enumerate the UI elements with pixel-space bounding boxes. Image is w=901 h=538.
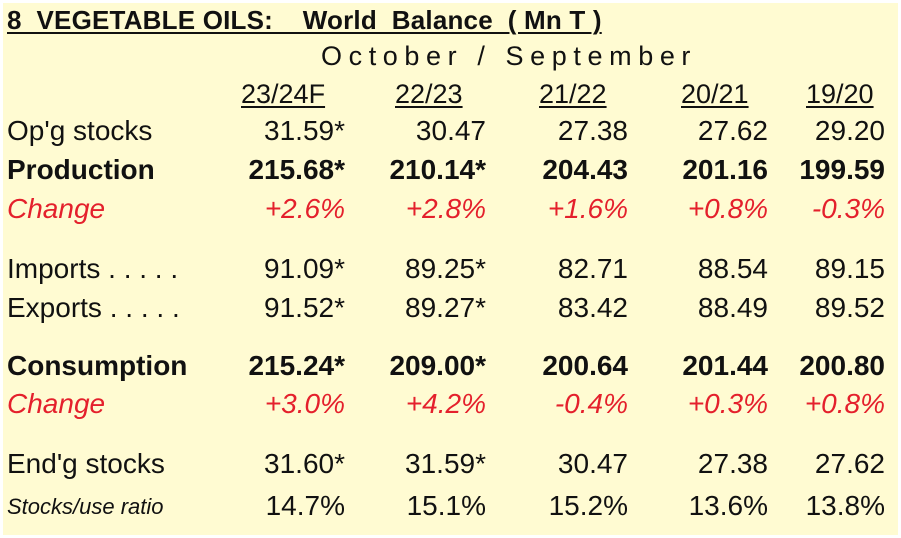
period-label: October / September [321, 41, 698, 71]
row-label-exports: Exports . . . . . [7, 292, 180, 323]
table-cell: 209.00* [389, 350, 486, 381]
balance-table-panel: 8 VEGETABLE OILS: World Balance ( Mn T )… [3, 3, 898, 535]
row-label-production-change: Change [7, 193, 106, 224]
table-cell: +1.6% [547, 193, 628, 224]
table-cell: 83.42 [557, 292, 628, 323]
table-cell: 27.38 [557, 115, 628, 146]
table-cell: 89.52 [814, 292, 885, 323]
table-cell: -0.3% [811, 193, 885, 224]
table-cell: +4.2% [405, 388, 486, 419]
table-cell: 31.59* [264, 115, 345, 146]
table-cell: 27.62 [697, 115, 768, 146]
table-cell: 14.7% [265, 490, 345, 521]
table-cell: +3.0% [264, 388, 345, 419]
table-cell: 31.60* [264, 448, 345, 479]
table-cell: 200.64 [542, 350, 628, 381]
column-header-1920: 19/20 [806, 79, 874, 109]
row-label-stocks-use-ratio: Stocks/use ratio [7, 494, 164, 519]
table-cell: 199.59 [799, 154, 885, 185]
table-cell: 30.47 [557, 448, 628, 479]
table-cell: 204.43 [542, 154, 628, 185]
table-cell: 13.8% [805, 490, 885, 521]
table-cell: 15.2% [548, 490, 628, 521]
table-cell: 13.6% [688, 490, 768, 521]
table-cell: 89.25* [405, 253, 486, 284]
row-label-ending-stocks: End'g stocks [7, 448, 165, 479]
table-cell: 215.68* [248, 154, 345, 185]
table-cell: 88.49 [697, 292, 768, 323]
table-cell: 15.1% [406, 490, 486, 521]
table-cell: 27.38 [697, 448, 768, 479]
table-cell: +0.3% [687, 388, 768, 419]
table-cell: +2.6% [264, 193, 345, 224]
table-cell: 29.20 [814, 115, 885, 146]
table-cell: 27.62 [814, 448, 885, 479]
table-cell: 91.09* [264, 253, 345, 284]
row-label-opening-stocks: Op'g stocks [7, 115, 153, 146]
table-cell: 30.47 [415, 115, 486, 146]
column-header-2223: 22/23 [395, 79, 463, 109]
row-label-consumption: Consumption [7, 350, 188, 381]
table-cell: 215.24* [248, 350, 345, 381]
table-cell: 201.44 [682, 350, 768, 381]
row-label-consumption-change: Change [7, 388, 106, 419]
table-cell: 210.14* [389, 154, 486, 185]
column-header-2324: 23/24F [241, 79, 326, 109]
column-header-2122: 21/22 [539, 79, 607, 109]
table-cell: 82.71 [557, 253, 628, 284]
table-cell: 89.27* [405, 292, 486, 323]
table-cell: 200.80 [799, 350, 885, 381]
row-label-imports: Imports . . . . . [7, 253, 179, 284]
table-cell: +2.8% [405, 193, 486, 224]
table-cell: 91.52* [264, 292, 345, 323]
column-header-2021: 20/21 [681, 79, 749, 109]
table-cell: 89.15 [814, 253, 885, 284]
table-cell: 31.59* [405, 448, 486, 479]
table-cell: +0.8% [687, 193, 768, 224]
table-title: 8 VEGETABLE OILS: World Balance ( Mn T ) [7, 5, 602, 35]
table-cell: 88.54 [697, 253, 768, 284]
row-label-production: Production [7, 154, 155, 185]
table-cell: -0.4% [554, 388, 628, 419]
table-cell: 201.16 [682, 154, 768, 185]
table-cell: +0.8% [804, 388, 885, 419]
